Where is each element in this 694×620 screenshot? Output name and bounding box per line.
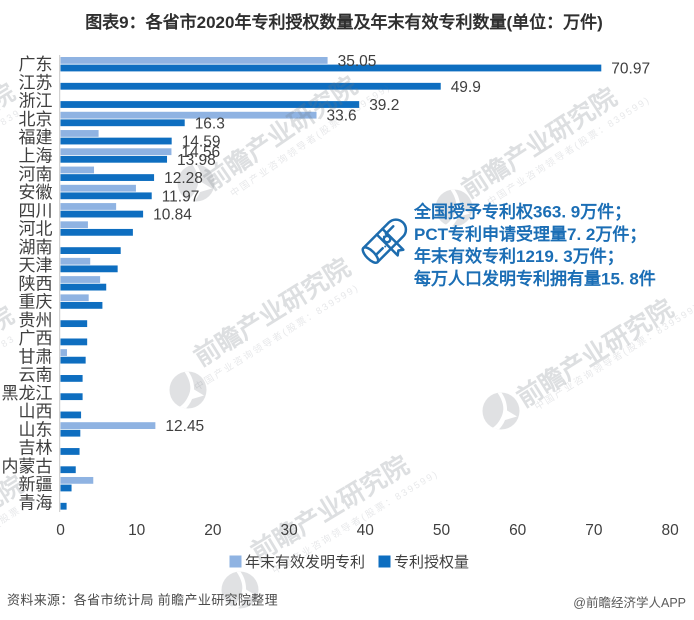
svg-text:33.6: 33.6 — [327, 108, 357, 125]
svg-text:四川: 四川 — [19, 201, 53, 220]
svg-text:重庆: 重庆 — [19, 293, 53, 312]
svg-text:14.56: 14.56 — [181, 144, 220, 161]
svg-text:14.59: 14.59 — [182, 134, 221, 151]
svg-text:北京: 北京 — [19, 110, 53, 129]
svg-text:11.97: 11.97 — [162, 188, 200, 205]
svg-text:内蒙古: 内蒙古 — [2, 457, 53, 476]
svg-text:80: 80 — [661, 522, 679, 539]
svg-text:云南: 云南 — [19, 366, 53, 385]
svg-text:70.97: 70.97 — [611, 61, 650, 78]
svg-text:35.05: 35.05 — [338, 53, 377, 70]
svg-text:山西: 山西 — [19, 402, 53, 421]
svg-text:黑龙江: 黑龙江 — [2, 384, 53, 403]
svg-text:青海: 青海 — [19, 493, 53, 512]
svg-text:30: 30 — [280, 522, 298, 539]
svg-text:年末有效发明专利: 年末有效发明专利 — [245, 554, 365, 571]
svg-text:资料来源：各省市统计局 前瞻产业研究院整理: 资料来源：各省市统计局 前瞻产业研究院整理 — [7, 593, 278, 608]
svg-text:江苏: 江苏 — [19, 74, 53, 93]
svg-text:专利授权量: 专利授权量 — [394, 554, 469, 571]
svg-text:上海: 上海 — [19, 147, 53, 166]
svg-text:全国授予专利权363. 9万件；: 全国授予专利权363. 9万件； — [413, 202, 631, 222]
svg-text:广东: 广东 — [19, 55, 53, 74]
svg-text:10.84: 10.84 — [153, 207, 192, 224]
svg-text:49.9: 49.9 — [451, 79, 481, 96]
svg-text:50: 50 — [433, 522, 451, 539]
svg-text:新疆: 新疆 — [19, 475, 53, 494]
svg-text:12.45: 12.45 — [165, 418, 204, 435]
svg-text:河北: 河北 — [19, 220, 53, 239]
svg-text:浙江: 浙江 — [19, 92, 53, 111]
svg-text:70: 70 — [585, 522, 603, 539]
svg-text:39.2: 39.2 — [369, 97, 399, 114]
svg-text:湖南: 湖南 — [19, 238, 53, 257]
svg-text:山东: 山东 — [19, 420, 53, 439]
svg-text:@前瞻经济学人APP: @前瞻经济学人APP — [573, 595, 686, 610]
svg-text:13.98: 13.98 — [177, 152, 216, 169]
svg-text:吉林: 吉林 — [19, 439, 53, 458]
svg-text:河南: 河南 — [19, 165, 53, 184]
svg-text:40: 40 — [357, 522, 375, 539]
svg-text:年末有效专利1219. 3万件；: 年末有效专利1219. 3万件； — [414, 246, 624, 266]
svg-text:每万人口发明专利拥有量15. 8件: 每万人口发明专利拥有量15. 8件 — [414, 268, 656, 288]
svg-text:10: 10 — [128, 522, 146, 539]
svg-text:广西: 广西 — [19, 329, 53, 348]
svg-text:20: 20 — [204, 522, 222, 539]
svg-text:贵州: 贵州 — [19, 311, 53, 330]
svg-text:PCT专利申请受理量7. 2万件；: PCT专利申请受理量7. 2万件； — [414, 224, 646, 244]
svg-text:0: 0 — [56, 522, 65, 539]
svg-text:福建: 福建 — [19, 128, 53, 147]
svg-text:图表9：各省市2020年专利授权数量及年末有效专利数量(单位: 图表9：各省市2020年专利授权数量及年末有效专利数量(单位：万件) — [85, 12, 603, 32]
svg-text:陕西: 陕西 — [19, 274, 53, 293]
svg-text:16.3: 16.3 — [195, 115, 225, 132]
svg-text:安徽: 安徽 — [19, 183, 53, 202]
svg-text:甘肃: 甘肃 — [19, 347, 53, 366]
svg-text:天津: 天津 — [19, 256, 53, 275]
svg-text:12.28: 12.28 — [164, 170, 203, 187]
svg-text:60: 60 — [509, 522, 527, 539]
